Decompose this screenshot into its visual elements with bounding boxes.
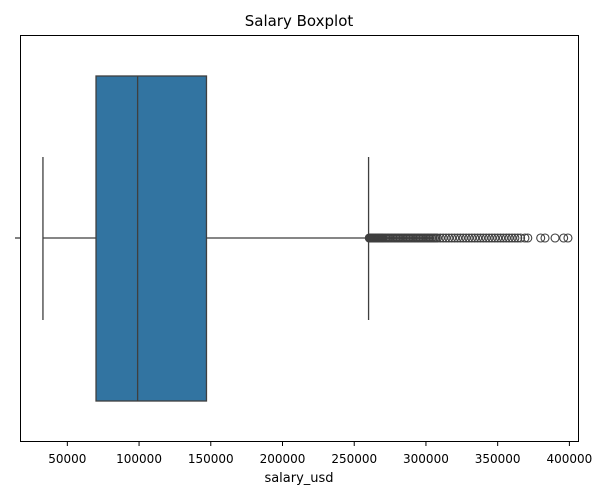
outlier-point (510, 233, 520, 243)
outlier-point (540, 233, 550, 243)
x-tick-label: 350000 (475, 452, 521, 466)
outlier-point (516, 233, 526, 243)
outlier-point (536, 233, 546, 243)
outlier-point (523, 233, 533, 243)
outlier-point (458, 233, 468, 243)
outlier-point (464, 233, 474, 243)
outlier-point (452, 233, 463, 243)
outlier-point (487, 233, 497, 243)
outlier-point (513, 233, 523, 243)
outlier-point (490, 233, 500, 243)
outlier-point (447, 233, 457, 243)
outlier-point (478, 233, 488, 243)
outlier-point (563, 233, 573, 243)
x-tick-label: 150000 (188, 452, 234, 466)
outlier-point (498, 233, 508, 243)
outlier-point (484, 233, 494, 243)
outlier-point (550, 233, 560, 243)
x-tick-label: 200000 (260, 452, 306, 466)
interquartile-box (95, 75, 208, 402)
outlier-point (444, 233, 454, 243)
x-tick-label: 400000 (546, 452, 592, 466)
outlier-point (461, 233, 471, 243)
outlier-point (473, 233, 483, 243)
outlier-point (501, 233, 511, 243)
outlier-point (450, 233, 460, 243)
outlier-point (438, 233, 448, 243)
outlier-point (495, 233, 506, 243)
outlier-point (475, 233, 486, 243)
outlier-point (455, 233, 465, 243)
outlier-point (481, 233, 491, 243)
outlier-point (470, 233, 480, 243)
outlier-point (507, 233, 517, 243)
outlier-point (504, 233, 514, 243)
chart-title: Salary Boxplot (245, 12, 354, 30)
x-axis-label: salary_usd (264, 471, 333, 486)
outlier-point (441, 233, 451, 243)
x-tick-label: 250000 (331, 452, 377, 466)
x-tick-label: 50000 (48, 452, 86, 466)
x-tick-label: 100000 (116, 452, 162, 466)
outlier-point (467, 233, 477, 243)
outlier-point (432, 233, 442, 243)
plot-area-frame (20, 35, 579, 442)
outlier-point (559, 233, 569, 243)
outlier-point (435, 233, 445, 243)
outlier-point (520, 233, 530, 243)
outlier-point (493, 233, 503, 243)
x-tick-label: 300000 (403, 452, 449, 466)
